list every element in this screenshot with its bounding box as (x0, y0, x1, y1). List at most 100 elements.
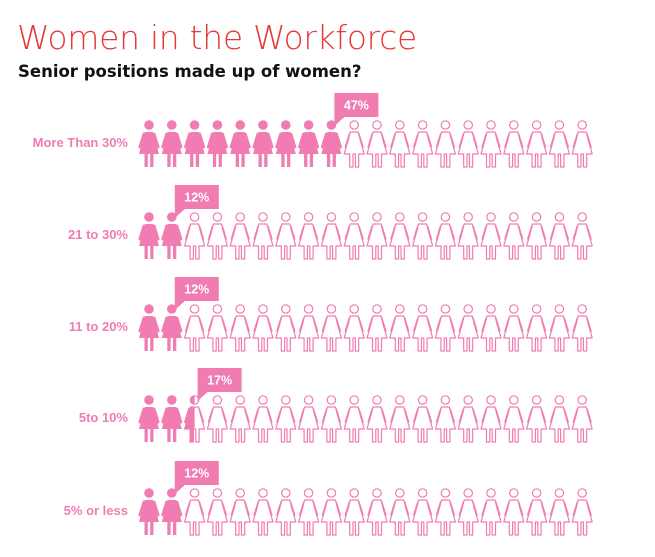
woman-icon (389, 120, 411, 168)
value-label: 12% (184, 191, 209, 205)
pictograph-row: 21 to 30% 12% (68, 185, 593, 260)
woman-icon (525, 395, 548, 443)
woman-icon (229, 395, 251, 443)
woman-icon (457, 488, 479, 536)
woman-icon (412, 488, 434, 536)
woman-icon (275, 212, 297, 260)
woman-icon (343, 395, 365, 443)
woman-icon (503, 304, 525, 352)
woman-icon (161, 304, 183, 351)
woman-icon (206, 395, 228, 443)
woman-icon (548, 304, 571, 352)
woman-icon (548, 212, 571, 260)
woman-icon (343, 488, 365, 536)
woman-icon (571, 304, 593, 352)
woman-icon (480, 488, 502, 536)
woman-icon (389, 395, 411, 443)
woman-icon (548, 120, 571, 168)
woman-icon (412, 395, 434, 443)
woman-icon (161, 488, 183, 535)
woman-icon (525, 120, 548, 168)
woman-icon (298, 488, 320, 536)
woman-icon (434, 304, 456, 352)
woman-icon (298, 212, 320, 260)
woman-icon (343, 212, 365, 260)
woman-icon (457, 304, 479, 352)
woman-icon (252, 395, 274, 443)
woman-icon (184, 120, 206, 167)
value-label: 12% (184, 467, 209, 481)
chart-subtitle: Senior positions made up of women? (18, 62, 362, 81)
woman-icon (320, 120, 342, 167)
woman-icon (480, 304, 502, 352)
woman-icon (366, 304, 388, 352)
woman-icon (525, 212, 548, 260)
woman-icon (320, 304, 342, 352)
woman-icon (298, 304, 320, 352)
woman-icon (503, 395, 525, 443)
woman-icon (434, 488, 456, 536)
woman-icon (457, 120, 479, 168)
woman-icon (161, 395, 183, 442)
woman-icon (161, 120, 183, 167)
pictograph-row: 5to 10% 17% (79, 368, 593, 443)
woman-icon (412, 304, 434, 352)
woman-icon (320, 395, 342, 443)
woman-icon (548, 488, 571, 536)
woman-icon (138, 212, 160, 259)
woman-icon (389, 488, 411, 536)
woman-icon (298, 395, 320, 443)
woman-icon (138, 488, 160, 535)
woman-icon (434, 212, 456, 260)
value-callout: 12% (174, 185, 219, 218)
woman-icon (571, 395, 593, 443)
woman-icon (366, 212, 388, 260)
woman-icon (480, 120, 502, 168)
pictograph-row: 5% or less 12% (64, 461, 593, 536)
pictograph-row: 11 to 20% 12% (69, 277, 593, 352)
chart-title: Women in the Workforce (17, 18, 418, 57)
woman-icon (366, 120, 388, 168)
row-label: More Than 30% (33, 135, 129, 150)
woman-icon (275, 395, 297, 443)
woman-icon (571, 488, 593, 536)
woman-icon (138, 120, 160, 167)
row-label: 21 to 30% (68, 227, 128, 242)
woman-icon (138, 304, 160, 351)
woman-icon (206, 488, 228, 536)
woman-icon (503, 120, 525, 168)
woman-icon (389, 212, 411, 260)
woman-icon (571, 120, 593, 168)
row-label: 5% or less (64, 503, 128, 518)
woman-icon (412, 212, 434, 260)
woman-icon (252, 212, 274, 260)
value-callout: 12% (174, 461, 219, 494)
woman-icon (480, 395, 502, 443)
row-label: 11 to 20% (69, 319, 129, 334)
woman-icon (206, 212, 228, 260)
woman-icon (320, 212, 342, 260)
woman-icon (298, 120, 320, 167)
woman-icon (434, 395, 456, 443)
woman-icon (366, 395, 388, 443)
woman-icon (184, 488, 206, 536)
woman-icon (525, 304, 548, 352)
woman-icon (320, 488, 342, 536)
woman-icon (343, 304, 365, 352)
woman-icon (343, 120, 365, 168)
woman-icon (571, 212, 593, 260)
woman-icon (138, 395, 160, 442)
value-label: 12% (184, 283, 209, 297)
woman-icon (457, 212, 479, 260)
row-label: 5to 10% (79, 410, 129, 425)
woman-icon (184, 395, 206, 443)
woman-icon (525, 488, 548, 536)
woman-icon (275, 120, 297, 167)
woman-icon (480, 212, 502, 260)
woman-icon (457, 395, 479, 443)
woman-icon (184, 212, 206, 260)
woman-icon (275, 304, 297, 352)
woman-icon (366, 488, 388, 536)
woman-icon (503, 212, 525, 260)
woman-icon (389, 304, 411, 352)
